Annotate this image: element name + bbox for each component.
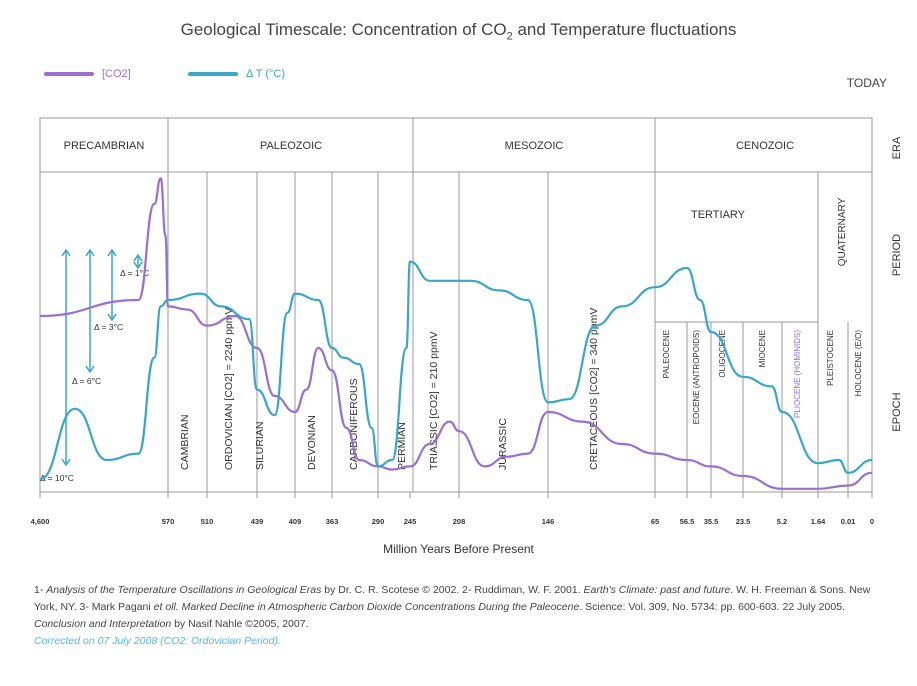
- caption-ref4-title: Conclusion and Interpretation: [34, 618, 172, 630]
- x-tick-label: 5.2: [777, 517, 787, 526]
- legend-co2-label: [CO2]: [102, 68, 131, 80]
- x-tick-label: 1.64: [811, 517, 826, 526]
- x-tick-label: 146: [542, 517, 555, 526]
- period-label: SILURIAN: [254, 422, 266, 470]
- era-label: MESOZOIC: [505, 140, 564, 152]
- x-tick-label: 4,600: [31, 517, 50, 526]
- legend-temp-swatch: [188, 72, 238, 76]
- today-label: TODAY: [846, 76, 887, 90]
- side-label-epoch: EPOCH: [891, 392, 903, 431]
- delta-label: Δ = 10°C: [40, 473, 74, 483]
- x-tick-label: 65: [651, 517, 659, 526]
- chart-text-layer: PRECAMBRIAN PALEOZOIC MESOZOIC CENOZOIC TERT…: [40, 136, 903, 483]
- caption-correction: Corrected on 07 July 2008 (CO2: Ordovici…: [34, 635, 281, 647]
- period-label: DEVONIAN: [306, 415, 318, 470]
- x-tick-label: 0: [870, 517, 874, 526]
- legend-temp-label: Δ T (°C): [246, 68, 286, 80]
- epoch-label: PALEOCENE: [662, 330, 671, 378]
- tertiary-label: TERTIARY: [691, 209, 746, 221]
- x-tick-label: 56.5: [680, 517, 695, 526]
- caption-ref1-rest: by Dr. C. R. Scotese © 2002. 2- Ruddiman…: [321, 584, 584, 596]
- delta-arrow-head: [107, 248, 117, 257]
- delta-arrow-head: [85, 365, 95, 374]
- epoch-label: PLEISTOCENE: [826, 330, 835, 386]
- delta-arrow-head: [133, 261, 143, 270]
- period-label: PERMIAN: [396, 422, 408, 470]
- delta-arrow-head: [61, 248, 71, 257]
- side-label-period: PERIOD: [891, 234, 903, 276]
- epoch-label: EOCENE (ANTROPOIDS): [692, 330, 701, 425]
- quaternary-label: QUATERNARY: [837, 197, 848, 266]
- epoch-label: OLIGOCENE: [718, 330, 727, 378]
- epoch-label: HOLOCENE (E/O): [854, 330, 863, 397]
- plot-border: [39, 117, 873, 493]
- era-label: PRECAMBRIAN: [64, 140, 145, 152]
- chart-title: Geological Timescale: Concentration of C…: [0, 20, 917, 42]
- x-tick-label: 208: [453, 517, 466, 526]
- x-tick-label: 510: [201, 517, 214, 526]
- period-label: CAMBRIAN: [179, 415, 191, 470]
- title-text: Geological Timescale: Concentration of C…: [180, 20, 507, 39]
- delta-arrow-head: [61, 458, 71, 467]
- caption-ref2-rest: . W. H. Freeman & Sons. New York, NY. 3-…: [34, 584, 871, 613]
- epoch-label: MIOCENE: [758, 330, 767, 367]
- x-tick-label: 35.5: [704, 517, 719, 526]
- caption-num: 1-: [34, 584, 47, 596]
- x-tick-label: 439: [251, 517, 264, 526]
- delta-label: Δ = 3°C: [94, 322, 123, 332]
- side-label-era: ERA: [891, 136, 903, 159]
- title-subscript: 2: [506, 30, 513, 43]
- caption-ref4-rest: by Nasif Nahle ©2005, 2007.: [171, 618, 309, 630]
- caption-ref2-title: Earth's Climate: past and future: [583, 584, 731, 596]
- epoch-label: PLIOCENE (HOMINIDS): [793, 330, 802, 418]
- x-tick-label: 23.5: [736, 517, 751, 526]
- caption-ref3-title: . Marked Decline in Atmospheric Carbon D…: [175, 601, 580, 613]
- legend-co2-swatch: [44, 72, 94, 76]
- period-label: CARBONIFEROUS: [348, 378, 360, 470]
- x-tick-label: 290: [372, 517, 385, 526]
- delta-arrow-head: [133, 253, 143, 262]
- chart-x-ticks: 4,600 570 510 439 409 363 290 245 208 146 65 56.5 35…: [31, 492, 874, 526]
- co2-series-line: [39, 177, 873, 490]
- period-label: JURASSIC: [497, 418, 509, 470]
- x-tick-label: 245: [404, 517, 417, 526]
- chart-frame: [39, 117, 873, 493]
- period-label: TRIASSIC [CO2] = 210 ppmV: [428, 331, 440, 470]
- delta-arrow-head: [107, 313, 117, 322]
- caption-ref1-title: Analysis of the Temperature Oscillations…: [46, 584, 322, 596]
- legend-co2: [CO2]: [44, 68, 131, 80]
- delta-arrow-head: [85, 248, 95, 257]
- caption-ref3-rest: . Science: Vol. 309, No. 5734: pp. 600-6…: [579, 601, 845, 613]
- x-tick-label: 0.01: [841, 517, 856, 526]
- period-label: CRETACEOUS [CO2] = 340 ppmV: [588, 308, 600, 470]
- era-label: PALEOZOIC: [260, 140, 322, 152]
- x-axis-label: Million Years Before Present: [383, 542, 534, 556]
- temperature-series-line: [39, 260, 873, 481]
- delta-label: Δ = 6°C: [72, 376, 101, 386]
- x-tick-label: 570: [162, 517, 175, 526]
- legend-temp: Δ T (°C): [188, 68, 285, 80]
- chart-series-layer: [39, 177, 873, 490]
- caption-etal: et oll: [153, 601, 176, 613]
- caption: 1- Analysis of the Temperature Oscillati…: [34, 582, 894, 650]
- era-label: CENOZOIC: [736, 140, 794, 152]
- x-tick-label: 363: [326, 517, 339, 526]
- period-label: ORDOVICIAN [CO2] = 2240 ppmV: [223, 307, 235, 470]
- x-tick-label: 409: [289, 517, 302, 526]
- delta-label: Δ = 1°C: [120, 268, 149, 278]
- title-suffix: and Temperature fluctuations: [512, 20, 737, 39]
